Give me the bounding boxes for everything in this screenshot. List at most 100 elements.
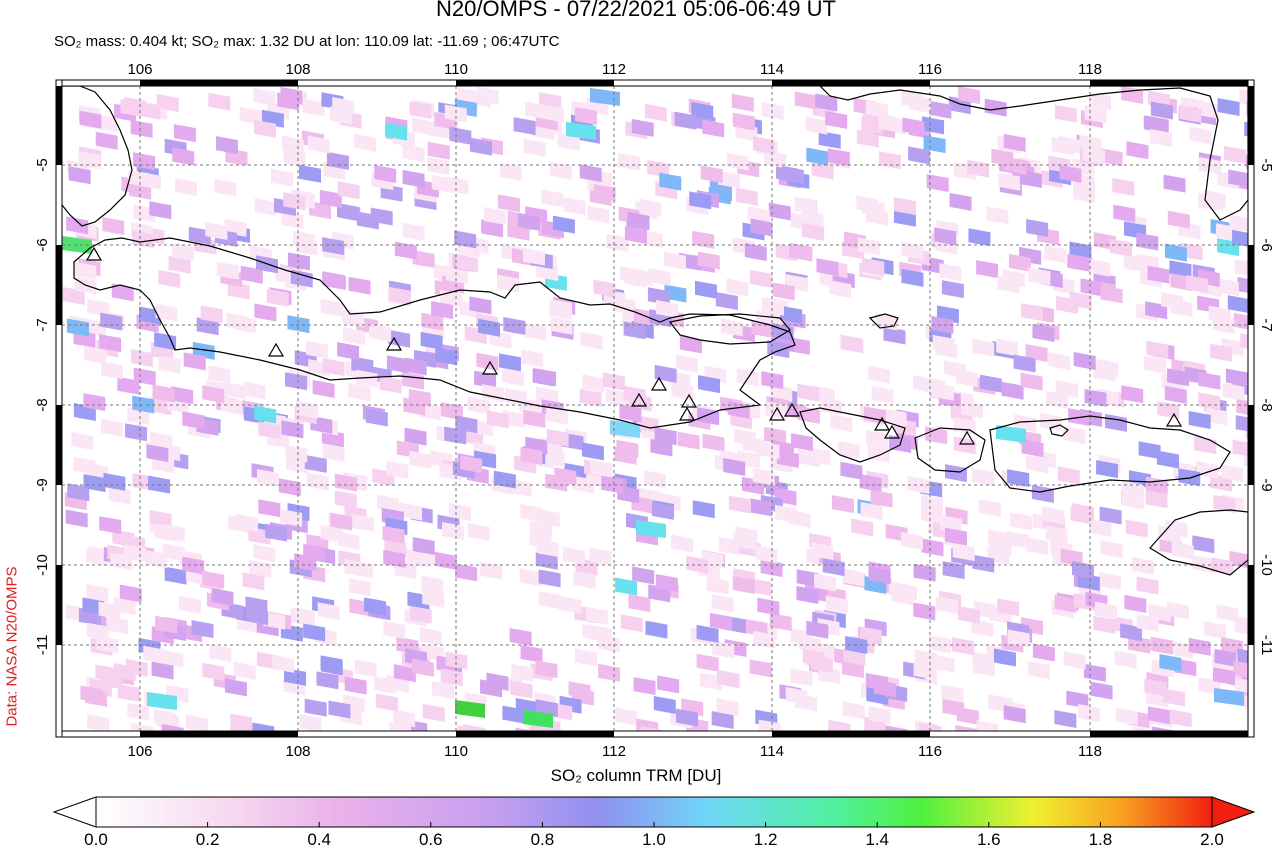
so2-pixel bbox=[484, 206, 507, 225]
so2-pixel bbox=[574, 648, 597, 667]
so2-pixel bbox=[409, 450, 432, 469]
so2-pixel bbox=[143, 645, 166, 664]
volcano-icon bbox=[630, 392, 648, 407]
so2-pixel bbox=[936, 596, 959, 615]
so2-pixel bbox=[1136, 576, 1159, 595]
so2-pixel bbox=[337, 531, 360, 550]
so2-pixel bbox=[296, 400, 319, 419]
so2-pixel bbox=[1216, 604, 1239, 623]
so2-pixel bbox=[320, 657, 343, 676]
so2-pixel bbox=[542, 449, 565, 468]
so2-pixel bbox=[456, 254, 479, 273]
so2-pixel bbox=[242, 572, 265, 591]
so2-pixel bbox=[521, 349, 544, 368]
so2-pixel bbox=[794, 91, 817, 110]
so2-pixel bbox=[412, 536, 435, 555]
so2-pixel bbox=[697, 407, 720, 426]
so2-pixel bbox=[628, 594, 651, 613]
so2-pixel bbox=[306, 472, 329, 491]
so2-pixel bbox=[138, 101, 161, 120]
so2-pixel bbox=[1167, 368, 1190, 387]
so2-pixel bbox=[955, 369, 978, 388]
lon-labels-top: 106 108 110 112 114 116 118 bbox=[127, 61, 1101, 78]
so2-pixel bbox=[162, 523, 185, 542]
so2-pixel bbox=[636, 415, 659, 434]
so2-pixel bbox=[1192, 535, 1215, 554]
so2-pixel bbox=[615, 707, 638, 726]
so2-pixel bbox=[1095, 601, 1118, 620]
so2-pixel bbox=[941, 684, 964, 703]
so2-pixel bbox=[976, 260, 999, 279]
so2-pixel bbox=[108, 486, 131, 505]
colorbar-tick-label: 0.6 bbox=[418, 830, 443, 849]
so2-pixel bbox=[997, 275, 1020, 294]
so2-pixel bbox=[99, 334, 122, 353]
so2-pixel bbox=[323, 272, 346, 291]
so2-pixel bbox=[949, 192, 972, 211]
so2-pixel bbox=[860, 502, 883, 521]
so2-pixel bbox=[997, 598, 1020, 617]
so2-pixel bbox=[931, 315, 954, 334]
so2-pixel bbox=[1021, 439, 1044, 458]
so2-pixel bbox=[1227, 295, 1248, 313]
so2-pixel bbox=[336, 203, 359, 222]
lon-tick-label: 116 bbox=[918, 61, 942, 78]
so2-pixel bbox=[618, 152, 641, 171]
so2-pixel bbox=[253, 88, 276, 107]
so2-pixel bbox=[639, 198, 662, 217]
so2-pixel bbox=[100, 418, 123, 437]
so2-pixel bbox=[386, 460, 409, 479]
so2-pixel bbox=[549, 161, 572, 180]
so2-pixel bbox=[1164, 243, 1187, 262]
so2-pixel bbox=[513, 117, 536, 136]
so2-pixel bbox=[434, 551, 457, 570]
so2-pixel bbox=[1089, 91, 1112, 110]
so2-pixel bbox=[536, 386, 559, 405]
so2-pixel bbox=[675, 708, 698, 727]
so2-pixel bbox=[98, 601, 121, 620]
so2-pixel bbox=[679, 335, 702, 354]
so2-pixel bbox=[1150, 636, 1173, 655]
so2-pixel bbox=[1228, 169, 1248, 188]
so2-pixel bbox=[1007, 469, 1030, 488]
so2-pixel bbox=[1223, 146, 1246, 165]
so2-pixel bbox=[86, 622, 109, 641]
so2-pixel bbox=[711, 594, 734, 613]
colorbar-tick-label: 2.0 bbox=[1200, 830, 1224, 849]
so2-pixel bbox=[796, 569, 819, 588]
so2-pixel bbox=[987, 529, 1010, 548]
so2-pixel bbox=[431, 301, 454, 320]
so2-pixel bbox=[755, 545, 778, 564]
so2-pixel bbox=[952, 543, 975, 562]
so2-pixel bbox=[161, 723, 184, 731]
colorbar-over-arrow bbox=[1211, 796, 1256, 828]
so2-pixel bbox=[1232, 229, 1248, 247]
coastlines bbox=[62, 86, 1248, 576]
colorbar-tick-label: 1.2 bbox=[753, 830, 778, 849]
so2-pixel bbox=[1198, 371, 1221, 390]
lon-tick-label: 118 bbox=[1078, 61, 1102, 78]
so2-pixel bbox=[171, 243, 194, 262]
so2-pixel bbox=[942, 698, 965, 717]
lat-tick-label: -6 bbox=[1258, 238, 1272, 251]
so2-pixel bbox=[183, 352, 206, 371]
so2-pixel bbox=[412, 249, 435, 268]
so2-pixel bbox=[529, 531, 552, 550]
so2-pixel bbox=[776, 449, 799, 468]
so2-pixel bbox=[697, 251, 720, 270]
so2-pixel bbox=[355, 369, 378, 388]
so2-pixel bbox=[1057, 466, 1080, 485]
so2-pixel bbox=[1240, 333, 1248, 349]
so2-pixel bbox=[579, 164, 602, 183]
so2-pixel bbox=[149, 201, 172, 220]
so2-pixel bbox=[1212, 667, 1235, 686]
so2-pixel bbox=[131, 722, 154, 731]
lon-tick-label: 108 bbox=[285, 743, 310, 760]
so2-pixel bbox=[601, 475, 624, 494]
so2-pixel bbox=[1077, 572, 1100, 591]
so2-pixel bbox=[1159, 653, 1182, 672]
so2-pixel bbox=[972, 554, 995, 573]
so2-pixel bbox=[861, 116, 884, 135]
so2-pixel bbox=[334, 490, 357, 509]
so2-pixel bbox=[1237, 276, 1248, 293]
